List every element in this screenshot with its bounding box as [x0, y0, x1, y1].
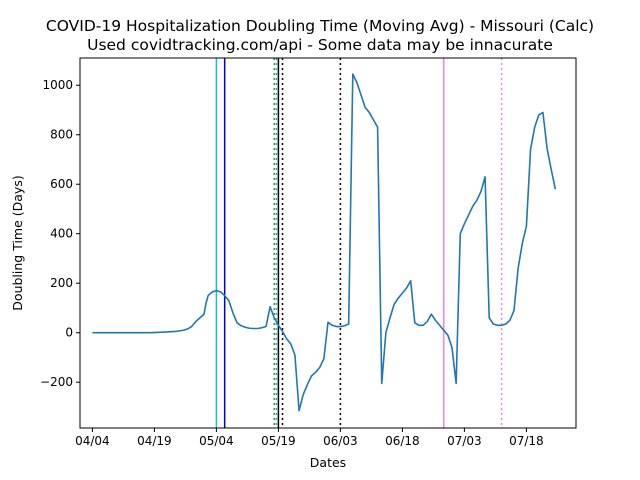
chart-subtitle: Used covidtracking.com/api - Some data m…	[87, 36, 553, 54]
x-axis-label: Dates	[310, 455, 346, 470]
chart-title: COVID-19 Hospitalization Doubling Time (…	[46, 17, 594, 35]
y-tick-label-2: 200	[50, 276, 73, 290]
x-tick-label-4: 06/03	[323, 434, 358, 448]
x-tick-label-5: 06/18	[385, 434, 420, 448]
y-axis: −200 0 200 400 600 800 1000	[40, 78, 80, 389]
y-tick-label-5: 800	[50, 128, 73, 142]
y-tick-label-6: 1000	[42, 78, 73, 92]
series-group	[92, 73, 557, 412]
x-tick-label-2: 05/04	[199, 434, 234, 448]
reference-lines	[215, 58, 503, 428]
x-tick-label-1: 04/19	[137, 434, 172, 448]
y-tick-label-3: 400	[50, 227, 73, 241]
plot-frame	[79, 57, 577, 429]
x-tick-label-6: 07/03	[447, 434, 482, 448]
series-line-0	[92, 73, 557, 412]
x-tick-label-0: 04/04	[75, 434, 110, 448]
x-tick-label-3: 05/19	[261, 434, 296, 448]
y-tick-label-1: 0	[65, 326, 73, 340]
x-axis: 04/04 04/19 05/04 05/19 06/03 06/18 07/03 07/18	[75, 428, 544, 448]
y-axis-label: Doubling Time (Days)	[10, 175, 25, 310]
y-tick-label-4: 600	[50, 177, 73, 191]
y-tick-label-0: −200	[40, 375, 73, 389]
x-tick-label-7: 07/18	[509, 434, 544, 448]
